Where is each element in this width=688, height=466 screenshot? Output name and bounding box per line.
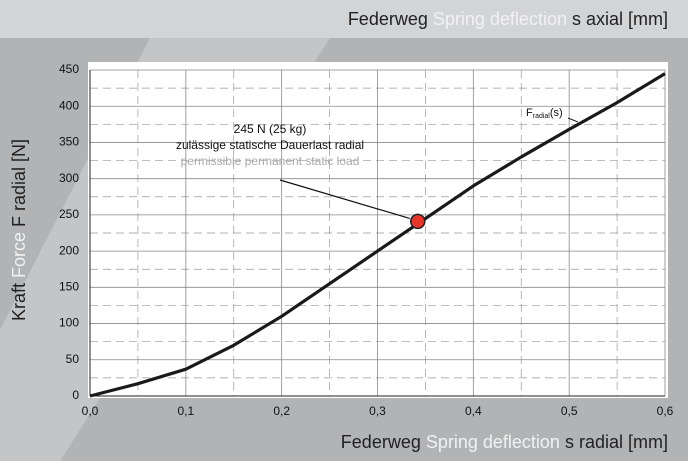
x-tick-label: 0,2 (273, 404, 290, 418)
y-tick-label: 400 (59, 98, 79, 112)
plot-area (88, 62, 668, 398)
label-part: F (526, 107, 533, 119)
annotation-text: permissible permanent static load (181, 154, 360, 168)
annotation-text: 245 N (25 kg) (234, 122, 307, 136)
x-tick-label: 0,3 (369, 404, 386, 418)
annotation-arrow (279, 179, 410, 219)
label-leader (567, 117, 579, 123)
label-part: Federweg (341, 432, 421, 452)
line (89, 72, 666, 398)
annotation-text: zulässige statische Dauerlast radial (176, 138, 364, 152)
label-part: s radial [mm] (565, 432, 668, 452)
y-tick-label: 350 (59, 135, 79, 149)
annotation-point (410, 213, 426, 230)
top-band (0, 0, 688, 38)
label-part: Spring deflection (433, 9, 567, 29)
label-part: Force (9, 232, 29, 278)
x-tick-label: 0,0 (82, 404, 99, 418)
label-part: (s) (550, 107, 563, 119)
x-tick-label: 0,1 (177, 404, 194, 418)
top-axis-label: Federweg Spring deflection s axial [mm] (348, 9, 668, 29)
label-part: Federweg (348, 9, 428, 29)
x-tick-label: 0,6 (657, 404, 674, 418)
series-label: Fradial(s) (526, 107, 563, 120)
y-tick-label: 200 (59, 243, 79, 257)
y-tick-label: 100 (59, 316, 79, 330)
y-tick-label: 50 (66, 352, 80, 366)
label-part: s axial [mm] (572, 9, 668, 29)
label-part: Spring deflection (426, 432, 560, 452)
y-tick-label: 0 (72, 388, 79, 402)
x-axis-label: Federweg Spring deflection s radial [mm] (341, 432, 668, 452)
label-part: radial (533, 113, 551, 120)
label-part: Kraft (9, 283, 29, 321)
x-tick-label: 0,4 (465, 404, 482, 418)
y-tick-label: 300 (59, 171, 79, 185)
y-tick-label: 450 (59, 62, 79, 76)
x-tick-label: 0,5 (561, 404, 578, 418)
y-axis-label: Kraft Force F radial [N] (9, 139, 29, 321)
label-part: F radial [N] (9, 139, 29, 227)
y-tick-label: 150 (59, 280, 79, 294)
y-tick-label: 250 (59, 207, 79, 221)
